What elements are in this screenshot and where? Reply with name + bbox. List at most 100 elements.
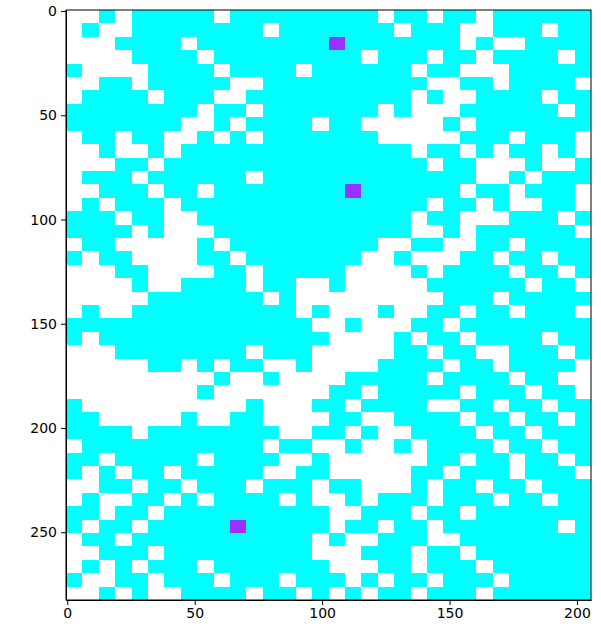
heatmap-cell	[148, 506, 164, 519]
heatmap-cell	[460, 184, 476, 197]
heatmap-cell	[148, 238, 164, 251]
heatmap-cell	[427, 426, 443, 439]
heatmap-cell	[296, 305, 312, 318]
heatmap-cell	[542, 426, 558, 439]
heatmap-cell	[542, 587, 558, 600]
heatmap-cell	[509, 238, 525, 251]
heatmap-cell	[411, 104, 427, 117]
heatmap-cell	[214, 211, 230, 224]
heatmap-cell	[164, 50, 180, 63]
heatmap-cell	[493, 493, 509, 506]
heatmap-cell	[476, 50, 492, 63]
heatmap-cell	[542, 359, 558, 372]
heatmap-cell	[66, 479, 82, 492]
heatmap-cell	[345, 292, 361, 305]
heatmap-cell	[296, 238, 312, 251]
heatmap-cell	[443, 573, 459, 586]
heatmap-cell	[164, 117, 180, 130]
heatmap-cell	[427, 158, 443, 171]
heatmap-cell	[214, 439, 230, 452]
heatmap-cell	[164, 546, 180, 559]
heatmap-cell	[246, 587, 262, 600]
heatmap-cell	[411, 238, 427, 251]
heatmap-cell	[115, 479, 131, 492]
heatmap-cell	[345, 546, 361, 559]
heatmap-cell	[312, 77, 328, 90]
heatmap-cell	[66, 23, 82, 36]
heatmap-cell	[525, 90, 541, 103]
heatmap-cell	[115, 10, 131, 23]
heatmap-cell	[181, 131, 197, 144]
heatmap-cell	[525, 23, 541, 36]
heatmap-cell	[558, 64, 574, 77]
heatmap-cell	[279, 131, 295, 144]
heatmap-cell	[525, 131, 541, 144]
heatmap-cell	[329, 385, 345, 398]
heatmap-cell	[575, 385, 591, 398]
heatmap-cell	[148, 587, 164, 600]
heatmap-cell	[164, 479, 180, 492]
heatmap-cell	[427, 332, 443, 345]
heatmap-cell	[312, 238, 328, 251]
heatmap-cell	[214, 265, 230, 278]
heatmap-cell	[132, 426, 148, 439]
heatmap-cell	[394, 10, 410, 23]
heatmap-cell	[427, 23, 443, 36]
heatmap-cell	[542, 439, 558, 452]
heatmap-cell	[230, 131, 246, 144]
heatmap-cell	[460, 533, 476, 546]
heatmap-cell	[493, 466, 509, 479]
heatmap-cell	[263, 533, 279, 546]
heatmap-cell	[312, 332, 328, 345]
heatmap-cell	[132, 439, 148, 452]
heatmap-cell	[378, 372, 394, 385]
heatmap-cell	[443, 399, 459, 412]
heatmap-cell	[181, 23, 197, 36]
heatmap-cell	[279, 278, 295, 291]
heatmap-cell	[493, 64, 509, 77]
heatmap-cell	[493, 345, 509, 358]
heatmap-cell	[411, 466, 427, 479]
heatmap-cell	[329, 292, 345, 305]
heatmap-cell	[509, 64, 525, 77]
heatmap-cell	[230, 90, 246, 103]
heatmap-cell	[115, 292, 131, 305]
heatmap-cell	[460, 90, 476, 103]
y-tick-mark	[61, 324, 66, 325]
heatmap-cell	[214, 251, 230, 264]
heatmap-cell	[214, 292, 230, 305]
heatmap-cell	[230, 184, 246, 197]
heatmap-cell	[329, 332, 345, 345]
heatmap-cell	[558, 10, 574, 23]
heatmap-cell	[312, 23, 328, 36]
heatmap-cell	[345, 520, 361, 533]
heatmap-cell	[181, 265, 197, 278]
heatmap-cell	[460, 104, 476, 117]
heatmap-cell	[214, 104, 230, 117]
heatmap-cell	[115, 225, 131, 238]
y-tick: 50	[39, 107, 66, 123]
heatmap-cell	[279, 412, 295, 425]
heatmap-cell	[230, 144, 246, 157]
heatmap-cell	[279, 305, 295, 318]
heatmap-cell	[329, 493, 345, 506]
heatmap-cell	[296, 520, 312, 533]
heatmap-cell	[197, 533, 213, 546]
heatmap-cell	[82, 265, 98, 278]
heatmap-cell	[509, 385, 525, 398]
heatmap-cell	[132, 77, 148, 90]
heatmap-cell	[82, 211, 98, 224]
heatmap-cell	[345, 359, 361, 372]
heatmap-cell	[460, 265, 476, 278]
heatmap-cell	[476, 520, 492, 533]
heatmap-cell	[164, 587, 180, 600]
heatmap-cell	[394, 479, 410, 492]
heatmap-cell	[509, 77, 525, 90]
heatmap-cell	[476, 198, 492, 211]
heatmap-cell	[509, 587, 525, 600]
heatmap-cell	[493, 587, 509, 600]
heatmap-cell	[411, 493, 427, 506]
heatmap-cell	[345, 251, 361, 264]
heatmap-cell	[148, 225, 164, 238]
heatmap-cell	[476, 158, 492, 171]
